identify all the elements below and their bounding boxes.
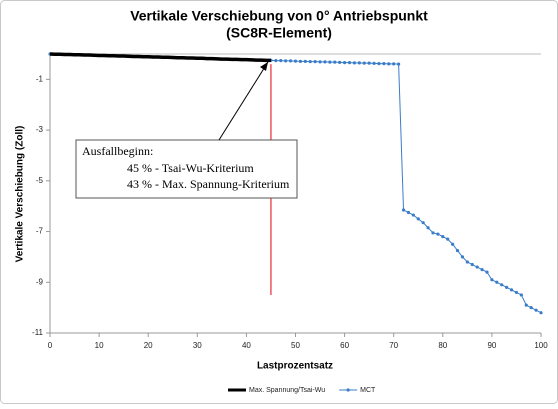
- point: [475, 265, 479, 269]
- point: [524, 303, 528, 307]
- point: [539, 311, 543, 315]
- point: [352, 61, 357, 65]
- point: [465, 260, 469, 264]
- y-tick-label: -7: [36, 227, 44, 236]
- x-tick-label: 70: [389, 341, 398, 350]
- annotation-line: 43 % - Max. Spannung-Kriterium: [127, 177, 290, 191]
- plot-area: -1 -3 -5 -7 -9 -11 0 10 20 30 40 50 60 70 80 90 100: [32, 52, 548, 350]
- y-tick-label: -11: [32, 328, 44, 337]
- x-tick-label: 50: [291, 341, 300, 350]
- point: [500, 283, 504, 287]
- point: [274, 58, 278, 63]
- point: [446, 237, 450, 241]
- point: [372, 61, 376, 65]
- x-tick-label: 60: [340, 341, 349, 350]
- point: [411, 213, 415, 217]
- x-tick-label: 30: [193, 341, 202, 350]
- point: [284, 59, 288, 63]
- point: [470, 262, 474, 267]
- point: [505, 285, 509, 289]
- point: [308, 60, 312, 64]
- point: [279, 58, 283, 63]
- point: [451, 242, 455, 246]
- point: [441, 235, 445, 239]
- point: [357, 61, 361, 65]
- point: [397, 62, 401, 66]
- legend-label: Max. Spannung/Tsai-Wu: [249, 387, 325, 394]
- point: [323, 60, 327, 64]
- point: [328, 60, 332, 64]
- x-tick-label: 0: [48, 341, 53, 350]
- x-tick-label: 10: [95, 341, 104, 350]
- chart-subtitle: (SC8R-Element): [226, 25, 332, 41]
- point: [401, 208, 406, 212]
- point: [333, 60, 337, 64]
- x-tick-label: 40: [242, 341, 251, 350]
- point: [495, 280, 499, 284]
- point: [406, 210, 411, 215]
- point: [416, 217, 420, 221]
- point: [293, 59, 298, 63]
- point: [431, 231, 435, 235]
- point: [313, 60, 317, 64]
- chart-title: Vertikale Verschiebung von 0° Antriebspu…: [130, 8, 428, 24]
- point: [288, 59, 293, 63]
- point: [509, 288, 514, 292]
- y-tick-label: -5: [36, 176, 44, 185]
- point: [367, 61, 371, 65]
- point: [514, 290, 519, 295]
- annotation-title: Ausfallbeginn:: [82, 144, 153, 158]
- point: [436, 232, 440, 236]
- y-tick-label: -9: [36, 277, 44, 286]
- point: [455, 248, 460, 253]
- x-axis-label: Lastprozentsatz: [257, 361, 333, 372]
- point: [460, 255, 465, 259]
- legend-label: MCT: [360, 387, 376, 394]
- point: [377, 62, 381, 66]
- x-tick-label: 100: [534, 341, 548, 350]
- point: [519, 293, 523, 297]
- arrow-head: [260, 62, 268, 71]
- series-line: [49, 52, 271, 63]
- point: [426, 226, 430, 230]
- y-tick-label: -1: [36, 74, 44, 83]
- annotation-box: [75, 139, 298, 199]
- point: [362, 61, 366, 65]
- annotation-arrow: [218, 61, 269, 141]
- point: [338, 60, 342, 64]
- point: [485, 270, 489, 274]
- point: [392, 62, 396, 66]
- point: [490, 278, 494, 282]
- x-tick-label: 90: [487, 341, 496, 350]
- point: [343, 61, 347, 65]
- point: [382, 62, 386, 66]
- y-tick-label: -3: [36, 125, 44, 134]
- x-tick-label: 80: [438, 341, 447, 350]
- x-tick-label: 20: [144, 341, 153, 350]
- point: [480, 267, 484, 272]
- point: [318, 60, 322, 64]
- annotation-line: 45 % - Tsai-Wu-Kriterium: [127, 161, 254, 175]
- point: [529, 306, 533, 310]
- legend-marker: [346, 388, 350, 392]
- point: [421, 221, 425, 225]
- point: [534, 308, 538, 312]
- point: [347, 61, 352, 65]
- y-axis-label: Vertikale Verschiebung (Zoll): [15, 126, 26, 263]
- point: [298, 59, 303, 63]
- point: [387, 62, 391, 66]
- point: [303, 59, 307, 63]
